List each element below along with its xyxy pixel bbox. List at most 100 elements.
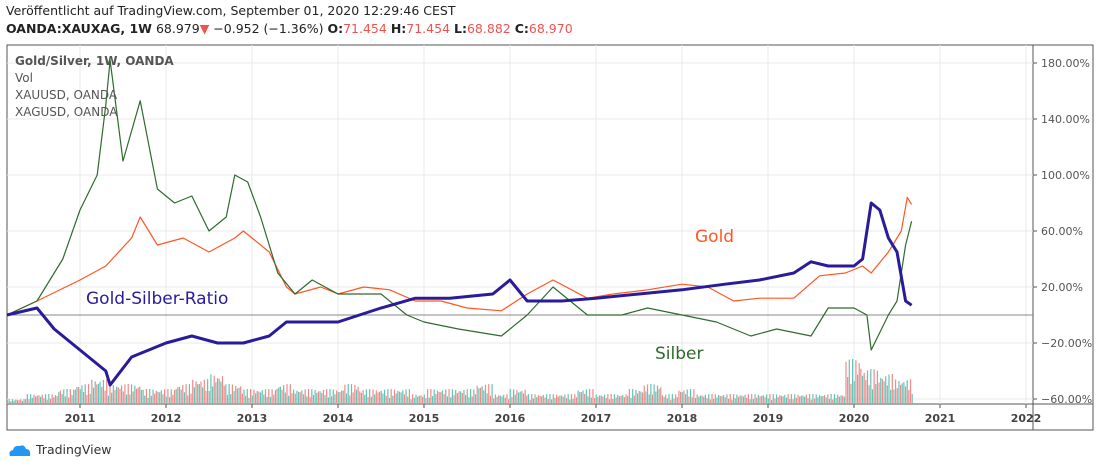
volume-bar xyxy=(683,390,685,404)
volume-bar xyxy=(321,393,323,404)
volume-bar xyxy=(107,395,109,404)
volume-bar xyxy=(170,389,172,404)
legend-main[interactable]: Gold/Silver, 1W, OANDA xyxy=(15,54,174,68)
volume-bar xyxy=(671,394,673,404)
volume-bar xyxy=(443,394,445,404)
volume-bar xyxy=(208,391,210,404)
volume-bar xyxy=(693,389,695,404)
volume-bar xyxy=(336,390,338,404)
volume-bar xyxy=(597,396,599,404)
volume-bar xyxy=(392,395,394,404)
volume-bar xyxy=(36,395,38,404)
volume-bar xyxy=(635,389,637,404)
volume-bar xyxy=(246,389,248,404)
volume-bar xyxy=(483,390,485,404)
volume-bar xyxy=(58,392,60,404)
volume-bar xyxy=(792,399,794,404)
volume-bar xyxy=(810,399,812,404)
volume-bar xyxy=(403,394,406,404)
volume-bar xyxy=(398,391,401,404)
volume-bar xyxy=(883,381,885,404)
volume-bar xyxy=(562,396,564,404)
legend-xauusd[interactable]: XAUUSD, OANDA xyxy=(15,88,118,102)
volume-bar xyxy=(334,394,336,404)
volume-bar xyxy=(868,385,870,404)
volume-bar xyxy=(13,400,15,404)
legend-xagusd[interactable]: XAGUSD, OANDA xyxy=(15,105,118,119)
volume-bar xyxy=(299,392,301,404)
y-tick-label: −20.00% xyxy=(1041,337,1092,350)
volume-bar xyxy=(493,398,495,404)
volume-bar xyxy=(582,390,584,404)
volume-bar xyxy=(684,394,687,404)
volume-bar xyxy=(610,394,612,404)
volume-bar xyxy=(747,394,750,404)
volume-bar xyxy=(866,370,869,404)
volume-bar xyxy=(653,384,655,404)
volume-bar xyxy=(269,396,272,404)
volume-bar xyxy=(59,390,62,404)
volume-bar xyxy=(106,379,108,404)
volume-bar xyxy=(288,395,290,404)
volume-bar xyxy=(142,389,144,404)
volume-bar xyxy=(350,384,353,404)
volume-bar xyxy=(327,397,329,404)
volume-bar xyxy=(87,384,90,404)
volume-bar xyxy=(82,392,85,404)
volume-bar xyxy=(405,389,407,404)
volume-bar xyxy=(223,385,225,404)
open-label: O: xyxy=(327,21,344,36)
volume-bar xyxy=(612,399,614,404)
volume-bar xyxy=(665,394,667,404)
volume-bar xyxy=(865,380,867,404)
volume-bar xyxy=(316,392,318,404)
volume-bar xyxy=(279,386,281,404)
tradingview-logo[interactable]: TradingView xyxy=(8,442,112,457)
volume-bar xyxy=(309,397,311,404)
volume-bar xyxy=(560,395,563,404)
legend-vol[interactable]: Vol xyxy=(15,71,33,85)
volume-bar xyxy=(218,378,220,404)
volume-bar xyxy=(534,394,536,404)
volume-bar xyxy=(741,395,743,404)
volume-bar xyxy=(420,395,422,404)
volume-bar xyxy=(324,395,326,404)
volume-bar xyxy=(638,390,640,404)
volume-bar xyxy=(283,385,285,404)
volume-bar xyxy=(445,389,447,404)
annotation-gold: Gold xyxy=(695,227,734,247)
volume-bar xyxy=(623,397,625,404)
volume-bar xyxy=(640,391,642,404)
chart-frame xyxy=(6,44,1094,431)
last-price: 68.979 xyxy=(155,21,200,36)
published-line: Veröffentlicht auf TradingView.com, Sept… xyxy=(6,3,456,18)
volume-bar xyxy=(130,384,133,404)
volume-bar xyxy=(666,398,668,404)
volume-bar xyxy=(863,372,865,404)
volume-bar xyxy=(322,389,324,404)
volume-bar xyxy=(896,388,898,404)
volume-bar xyxy=(200,381,202,404)
volume-bar xyxy=(422,396,424,404)
volume-bar xyxy=(858,363,860,404)
volume-bar xyxy=(488,384,490,404)
volume-bar xyxy=(26,394,28,404)
volume-bar xyxy=(297,391,300,404)
volume-bar xyxy=(150,395,152,404)
volume-bar xyxy=(274,390,277,404)
volume-bar xyxy=(537,395,539,404)
y-tick-label: 60.00% xyxy=(1041,225,1083,238)
volume-bar xyxy=(11,399,14,404)
volume-bar xyxy=(800,395,802,404)
volume-bar xyxy=(86,395,88,404)
volume-bar xyxy=(680,391,682,404)
volume-bar xyxy=(425,398,427,404)
volume-bar xyxy=(506,394,508,404)
volume-bar xyxy=(908,390,910,404)
volume-bar xyxy=(544,397,546,404)
volume-bar xyxy=(744,394,746,404)
volume-bar xyxy=(565,398,568,404)
volume-bar xyxy=(127,384,129,404)
volume-bar xyxy=(694,397,697,404)
